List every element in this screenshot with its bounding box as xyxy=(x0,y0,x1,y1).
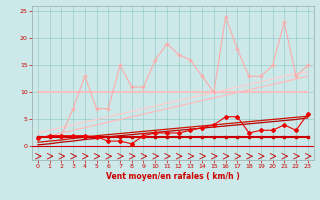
X-axis label: Vent moyen/en rafales ( km/h ): Vent moyen/en rafales ( km/h ) xyxy=(106,172,240,181)
